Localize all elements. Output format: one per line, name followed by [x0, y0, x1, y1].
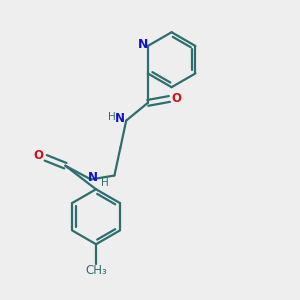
Text: CH₃: CH₃ [85, 264, 107, 277]
Text: O: O [171, 92, 181, 106]
Text: N: N [88, 171, 98, 184]
Text: N: N [138, 38, 148, 52]
Text: H: H [108, 112, 116, 122]
Text: H: H [101, 178, 109, 188]
Text: N: N [115, 112, 125, 125]
Text: O: O [34, 149, 44, 162]
